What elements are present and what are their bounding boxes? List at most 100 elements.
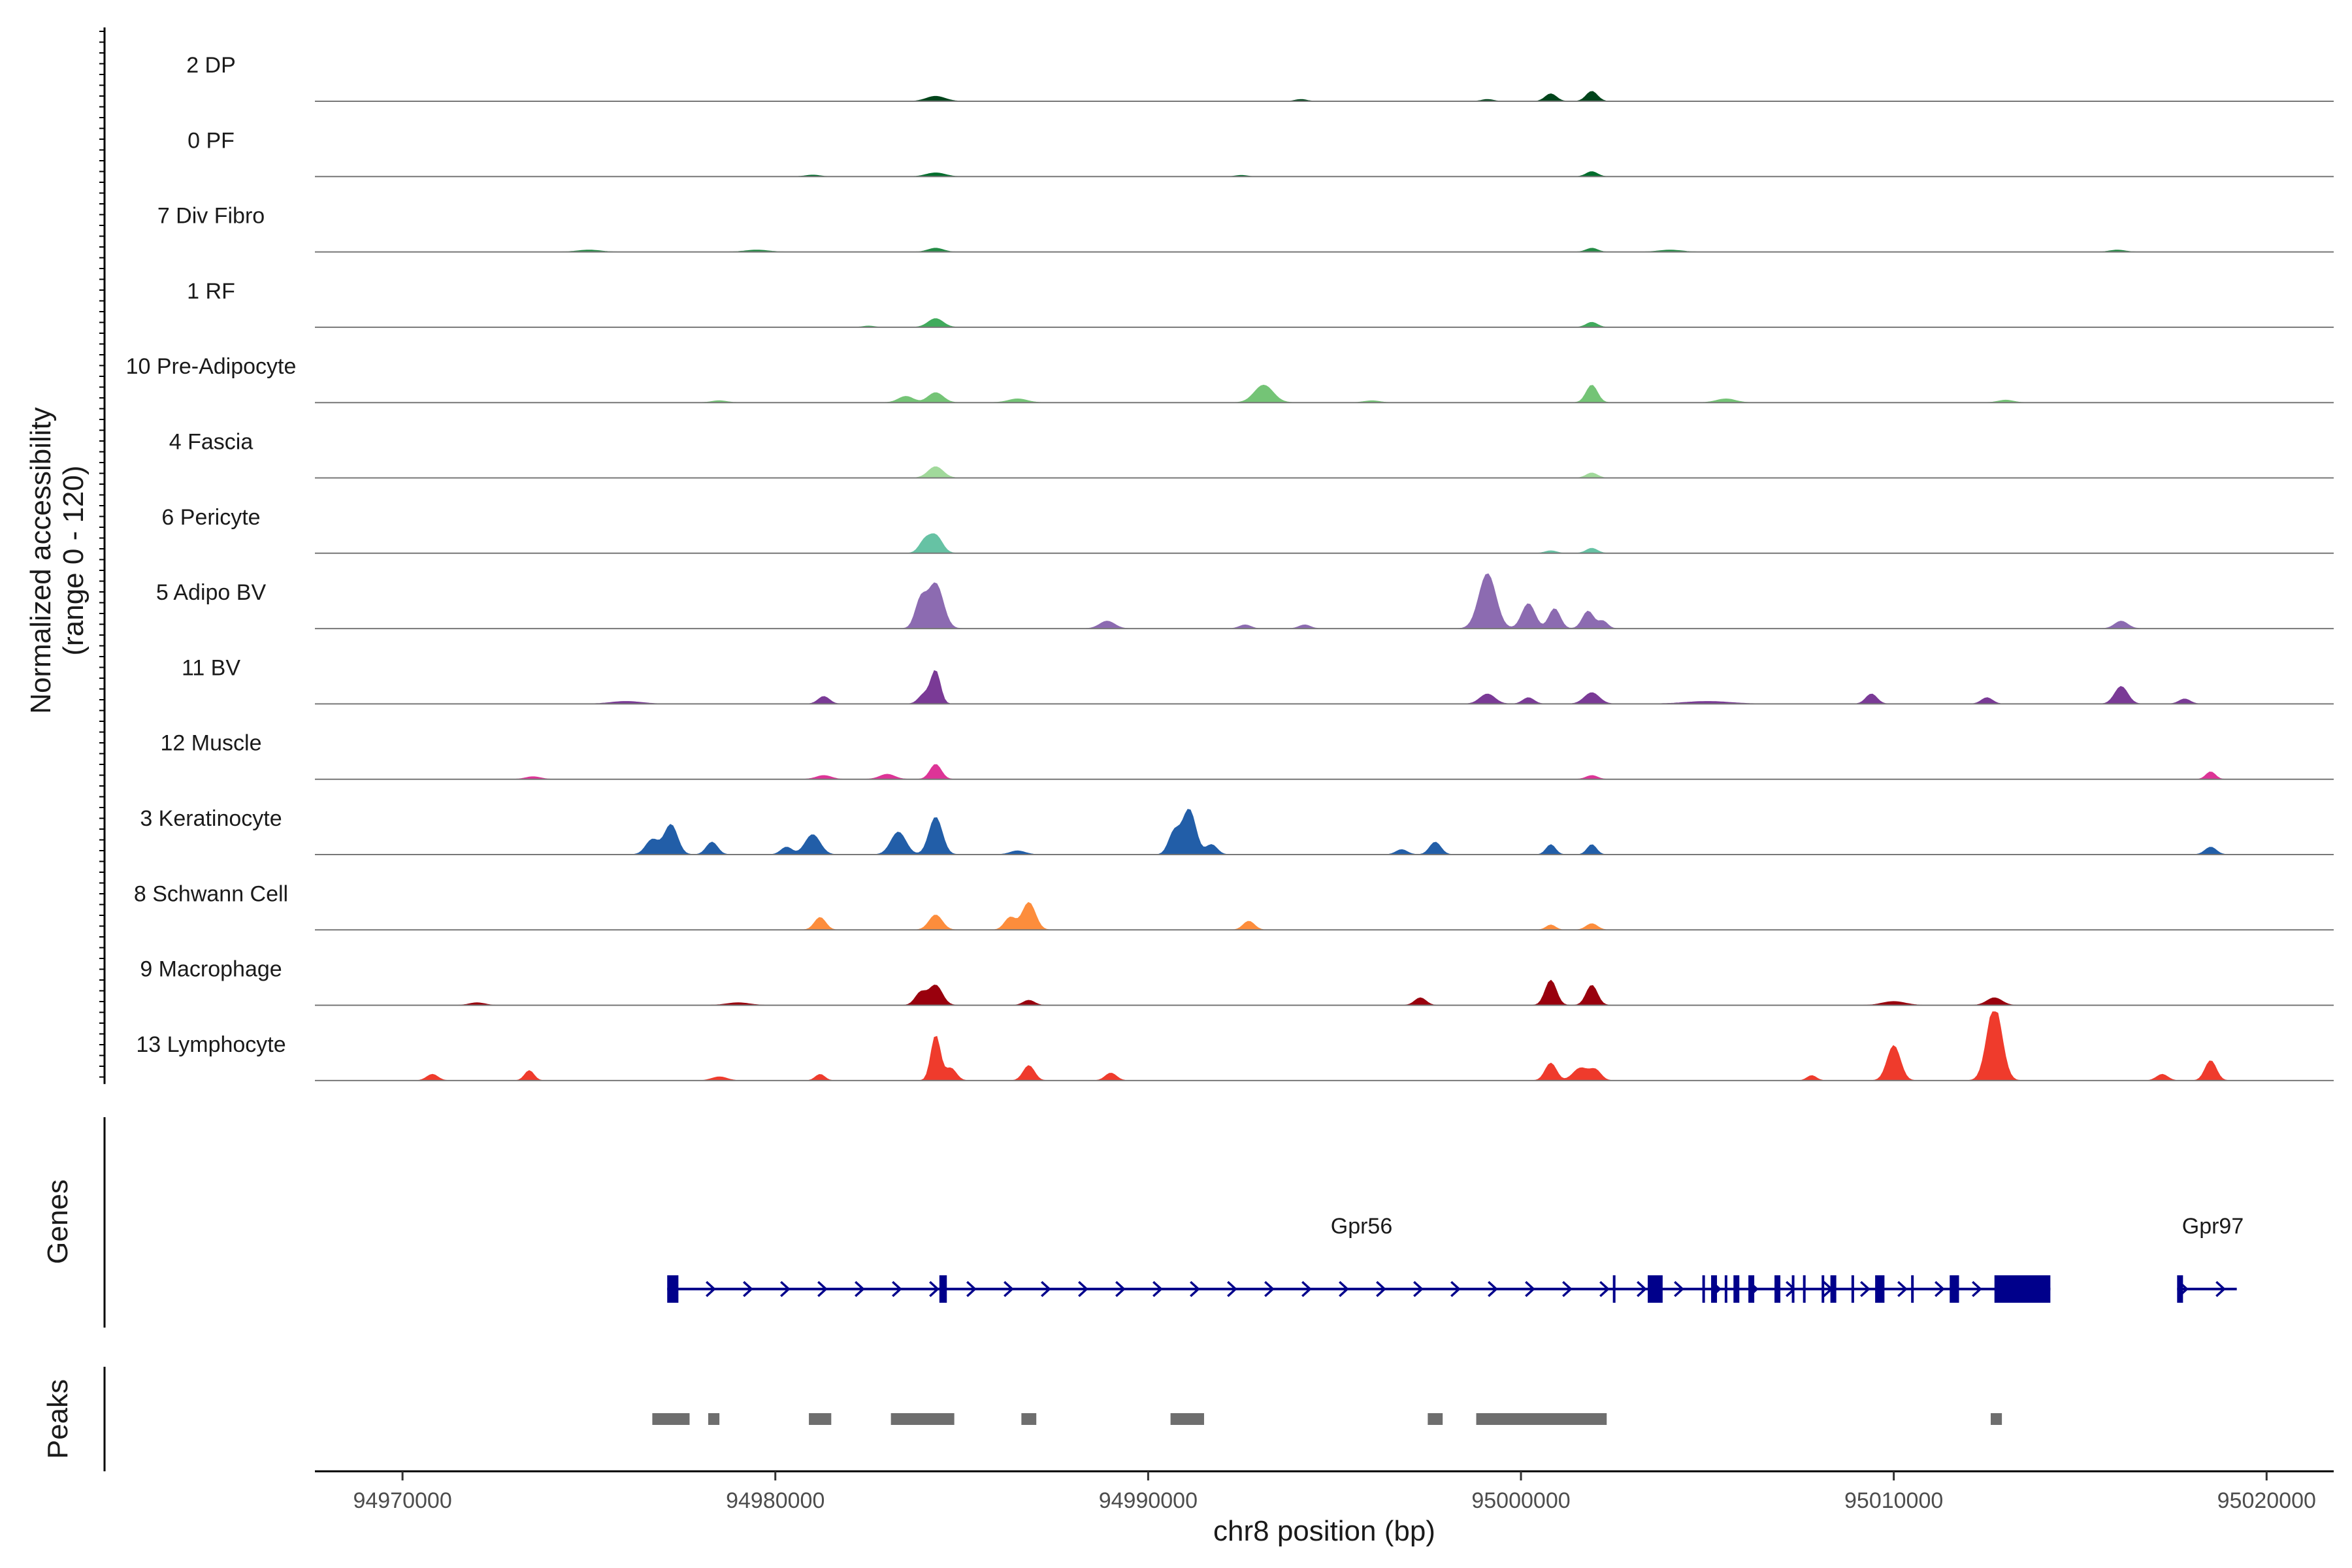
gene-name-label: Gpr97 bbox=[2182, 1214, 2244, 1239]
strand-arrow bbox=[817, 1281, 828, 1298]
track: 12 Muscle bbox=[161, 731, 2334, 780]
strand-arrow bbox=[1264, 1281, 1275, 1298]
strand-arrow bbox=[1078, 1281, 1088, 1298]
track-label: 3 Keratinocyte bbox=[140, 806, 282, 831]
coverage-area bbox=[315, 573, 2334, 629]
peak-region bbox=[1021, 1413, 1037, 1425]
x-tick-label: 94980000 bbox=[726, 1488, 825, 1513]
track: 9 Macrophage bbox=[140, 957, 2334, 1006]
gene-exon bbox=[1748, 1275, 1755, 1303]
gene-exon bbox=[1875, 1275, 1885, 1303]
gene-exon bbox=[1648, 1275, 1663, 1303]
track: 13 Lymphocyte bbox=[136, 1011, 2334, 1081]
track-label: 7 Div Fibro bbox=[157, 204, 265, 229]
track: 5 Adipo BV bbox=[156, 573, 2334, 630]
strand-arrow bbox=[2215, 1281, 2226, 1298]
track: 4 Fascia bbox=[169, 430, 2334, 479]
peaks-track bbox=[652, 1413, 2002, 1425]
strand-arrow bbox=[1301, 1281, 1312, 1298]
peaks-track-title: Peaks bbox=[42, 1379, 74, 1459]
peak-region bbox=[1991, 1413, 2002, 1425]
gene-exon bbox=[1830, 1275, 1837, 1303]
track-label: 5 Adipo BV bbox=[156, 580, 267, 605]
strand-arrow bbox=[1376, 1281, 1386, 1298]
gene-exon bbox=[1711, 1275, 1718, 1303]
track: 11 BV bbox=[182, 655, 2334, 705]
strand-arrow bbox=[1637, 1281, 1647, 1298]
x-tick-label: 95020000 bbox=[2217, 1488, 2316, 1513]
accessibility-tracks: 2 DP 0 PF 7 Div Fibro 1 RF 10 Pre-Adipocyte 4… bbox=[126, 53, 2334, 1081]
peak-region bbox=[708, 1413, 720, 1425]
track-label: 10 Pre-Adipocyte bbox=[126, 354, 297, 379]
x-tick-label: 95010000 bbox=[1844, 1488, 1943, 1513]
track: 6 Pericyte bbox=[161, 505, 2334, 554]
gene-exon bbox=[1733, 1275, 1740, 1303]
track-label: 2 DP bbox=[186, 53, 236, 78]
coverage-area bbox=[315, 1011, 2334, 1081]
track-label: 4 Fascia bbox=[169, 430, 253, 455]
x-tick-label: 94990000 bbox=[1099, 1488, 1198, 1513]
strand-arrow bbox=[966, 1281, 977, 1298]
y-axis-title: Normalized accessibility bbox=[25, 407, 57, 713]
track: 3 Keratinocyte bbox=[140, 806, 2334, 855]
coverage-area bbox=[315, 902, 2334, 930]
strand-arrow bbox=[892, 1281, 902, 1298]
gene: Gpr97 bbox=[2177, 1214, 2244, 1303]
track-label: 12 Muscle bbox=[161, 731, 262, 756]
strand-arrow bbox=[1190, 1281, 1200, 1298]
strand-arrow bbox=[1488, 1281, 1498, 1298]
strand-arrow bbox=[1562, 1281, 1573, 1298]
strand-arrow bbox=[929, 1281, 939, 1298]
strand-arrow bbox=[1897, 1281, 1908, 1298]
strand-arrow bbox=[706, 1281, 716, 1298]
strand-arrow bbox=[1525, 1281, 1535, 1298]
strand-arrow bbox=[855, 1281, 865, 1298]
peak-region bbox=[652, 1413, 690, 1425]
track-label: 13 Lymphocyte bbox=[136, 1032, 286, 1057]
peak-region bbox=[1476, 1413, 1607, 1425]
gene-exon bbox=[1994, 1275, 2051, 1303]
coverage-area bbox=[315, 670, 2334, 704]
track-label: 9 Macrophage bbox=[140, 957, 282, 982]
strand-arrow bbox=[1599, 1281, 1610, 1298]
track: 7 Div Fibro bbox=[157, 204, 2334, 253]
track-label: 1 RF bbox=[187, 279, 235, 304]
coverage-area bbox=[315, 171, 2334, 177]
gene: Gpr56 bbox=[667, 1214, 2051, 1303]
strand-arrow bbox=[1004, 1281, 1014, 1298]
coverage-area bbox=[315, 764, 2334, 780]
gene-exon bbox=[2177, 1275, 2183, 1303]
strand-arrow bbox=[1935, 1281, 1945, 1298]
peak-region bbox=[1428, 1413, 1443, 1425]
coverage-area bbox=[315, 809, 2334, 855]
gene-exon bbox=[1950, 1275, 1959, 1303]
strand-arrow bbox=[1152, 1281, 1163, 1298]
strand-arrow bbox=[1041, 1281, 1051, 1298]
coverage-area bbox=[315, 384, 2334, 403]
track-label: 8 Schwann Cell bbox=[134, 881, 288, 906]
strand-arrow bbox=[1227, 1281, 1237, 1298]
peak-region bbox=[890, 1413, 955, 1425]
gene-name-label: Gpr56 bbox=[1331, 1214, 1393, 1239]
strand-arrow bbox=[1450, 1281, 1461, 1298]
coverage-area bbox=[315, 979, 2334, 1006]
track: 10 Pre-Adipocyte bbox=[126, 354, 2334, 404]
strand-arrow bbox=[780, 1281, 791, 1298]
gene-exon bbox=[1774, 1275, 1781, 1303]
track-label: 0 PF bbox=[188, 128, 235, 153]
x-axis-title: chr8 position (bp) bbox=[1213, 1515, 1435, 1547]
gene-exon bbox=[939, 1275, 947, 1303]
strand-arrow bbox=[1860, 1281, 1870, 1298]
coverage-area bbox=[315, 91, 2334, 102]
peak-region bbox=[809, 1413, 832, 1425]
gene-exon bbox=[667, 1275, 679, 1303]
strand-arrow bbox=[1413, 1281, 1424, 1298]
track-label: 6 Pericyte bbox=[161, 505, 260, 530]
strand-arrow bbox=[1339, 1281, 1349, 1298]
gene-annotation-track: Gpr56 Gpr97 bbox=[667, 1214, 2244, 1303]
strand-arrow bbox=[1115, 1281, 1126, 1298]
coverage-area bbox=[315, 318, 2334, 328]
strand-arrow bbox=[743, 1281, 753, 1298]
strand-arrow bbox=[1674, 1281, 1684, 1298]
